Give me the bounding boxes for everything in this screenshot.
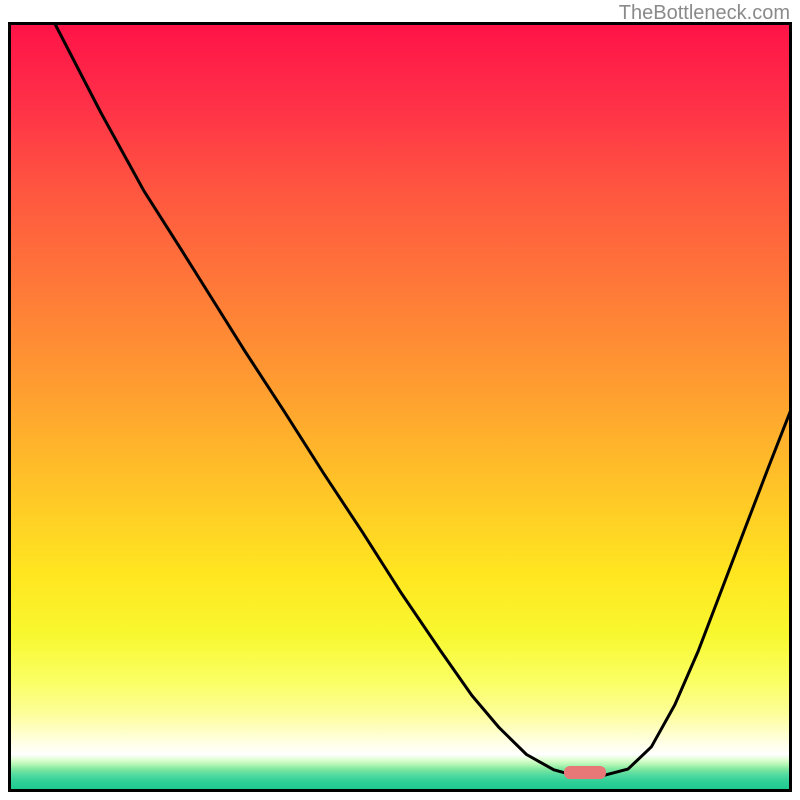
watermark-text: TheBottleneck.com bbox=[619, 2, 790, 25]
chart-axes-frame bbox=[8, 22, 792, 792]
